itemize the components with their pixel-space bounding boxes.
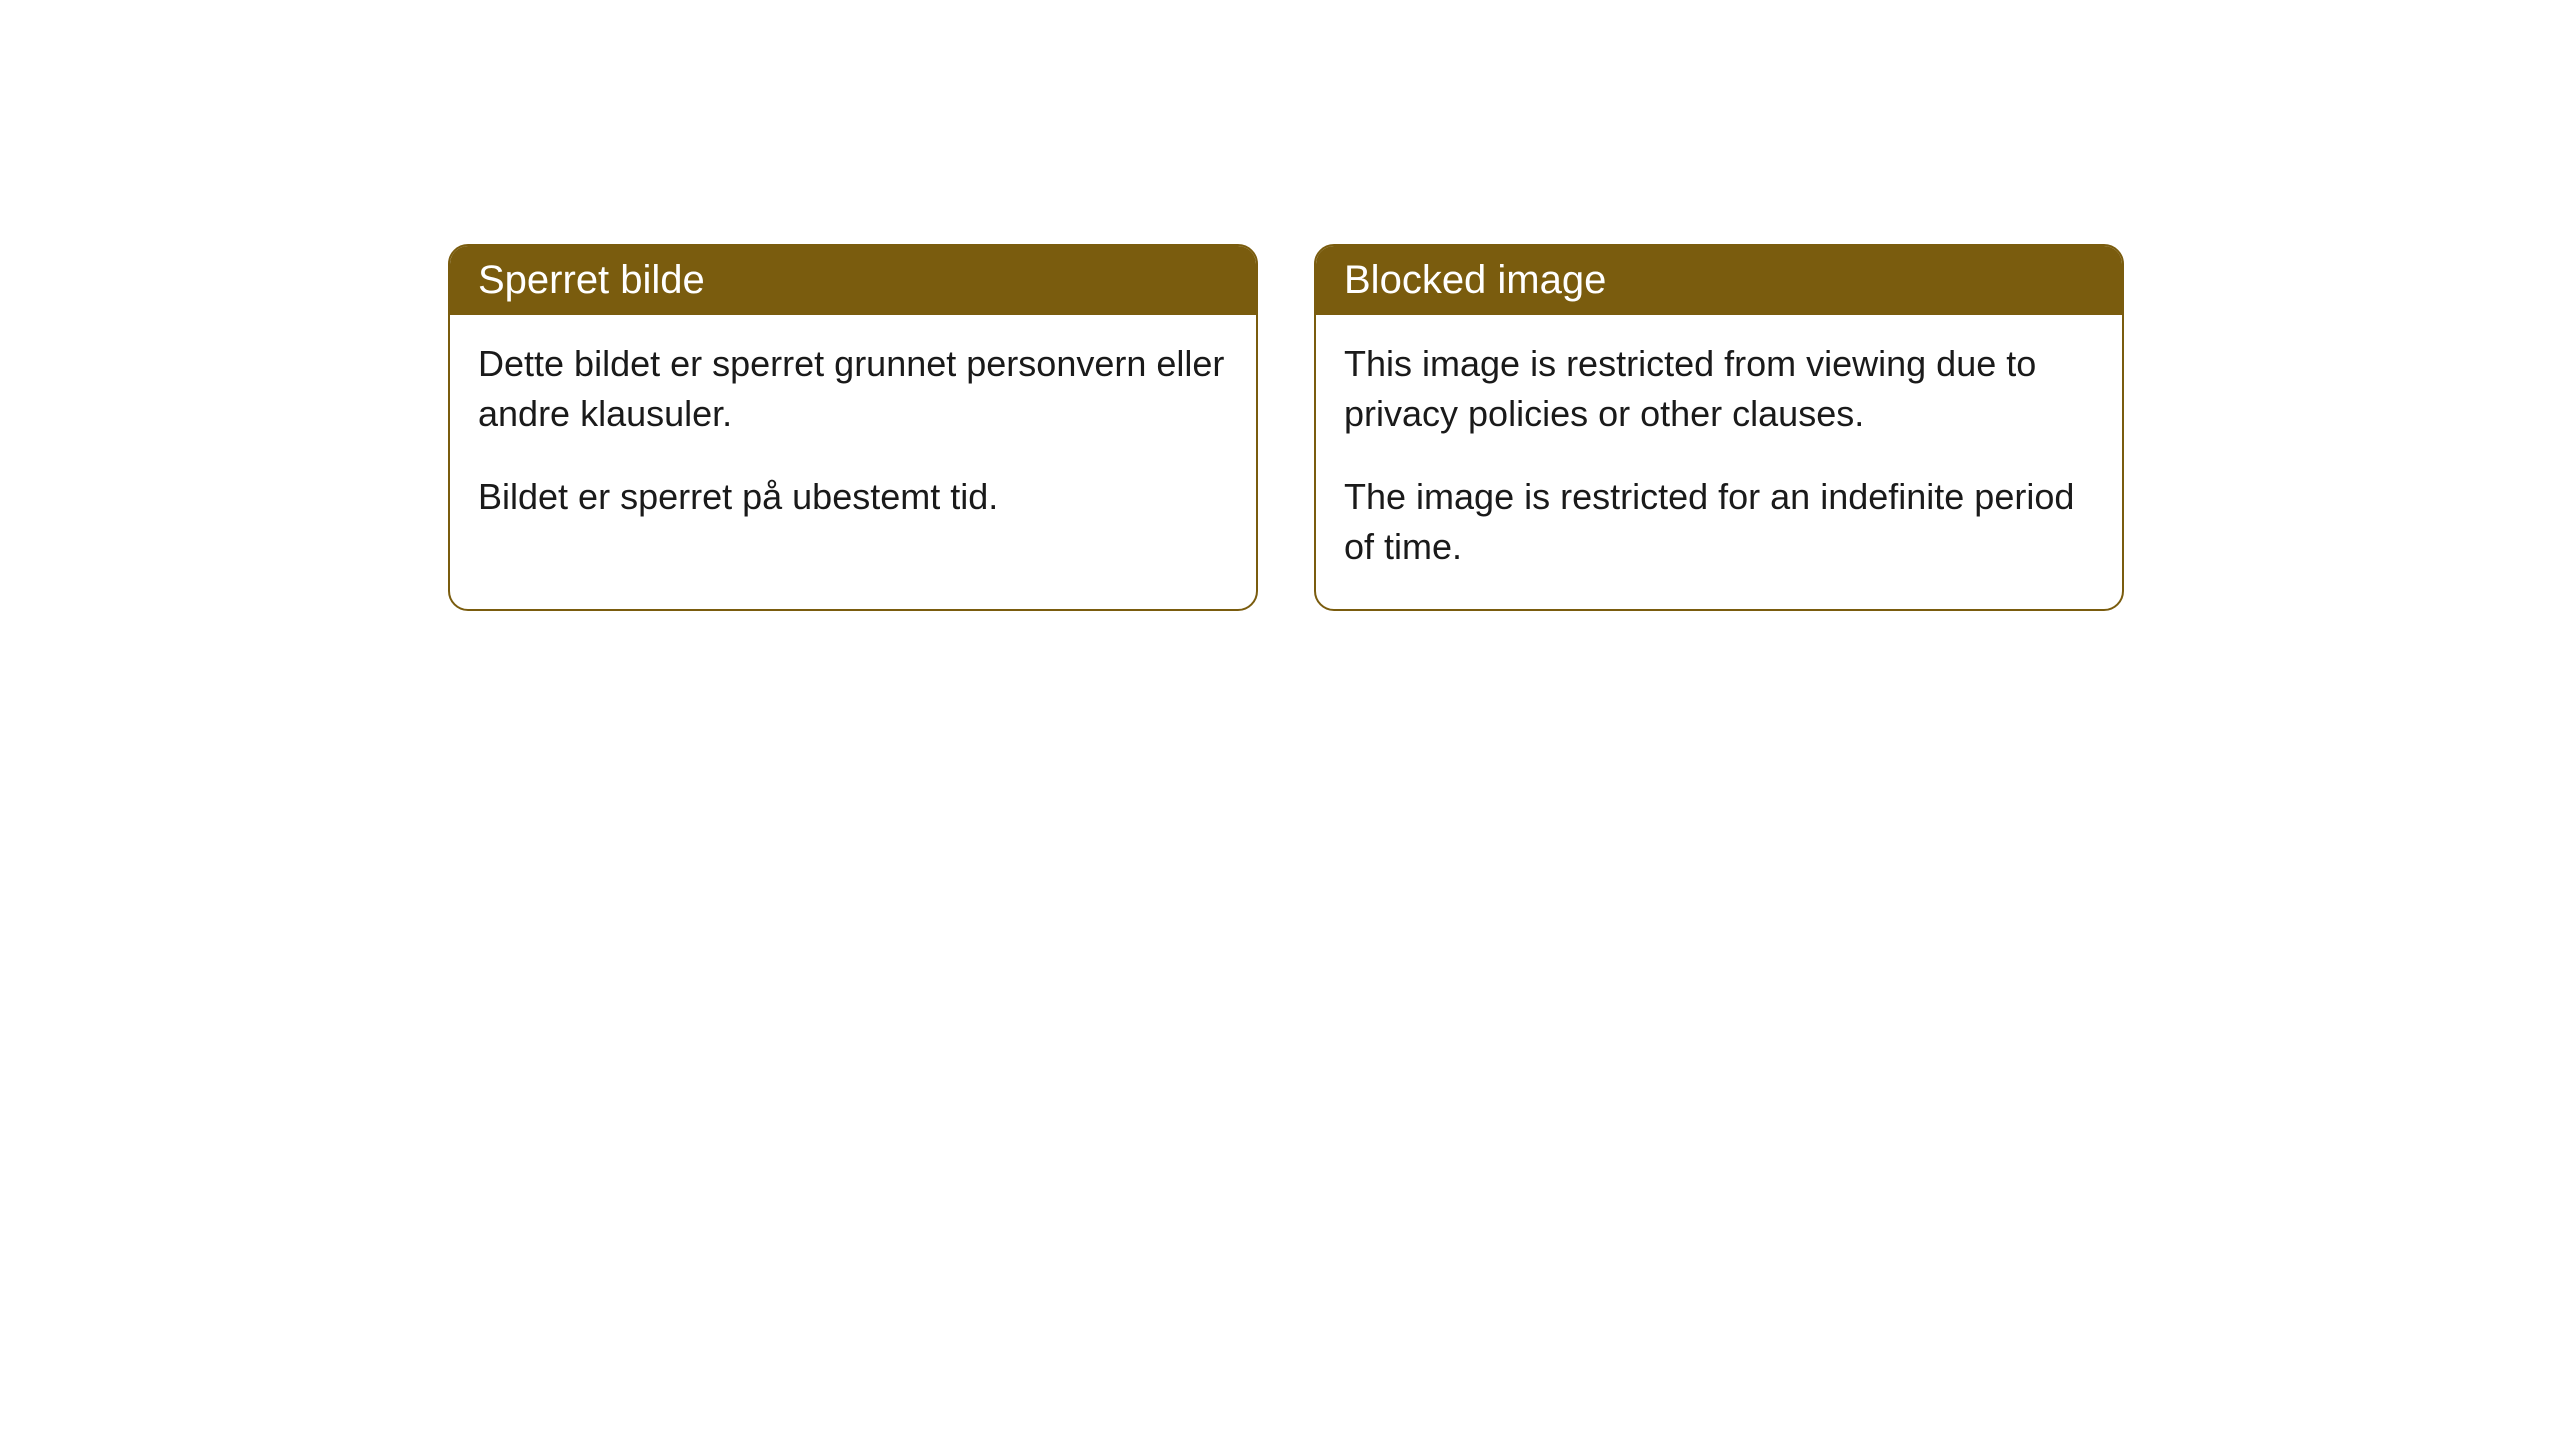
card-paragraph-2: The image is restricted for an indefinit… (1344, 472, 2094, 573)
notice-container: Sperret bilde Dette bildet er sperret gr… (0, 0, 2560, 611)
card-paragraph-1: Dette bildet er sperret grunnet personve… (478, 339, 1228, 440)
card-paragraph-1: This image is restricted from viewing du… (1344, 339, 2094, 440)
card-header: Sperret bilde (450, 246, 1256, 315)
card-header: Blocked image (1316, 246, 2122, 315)
card-body: This image is restricted from viewing du… (1316, 315, 2122, 609)
card-body: Dette bildet er sperret grunnet personve… (450, 315, 1256, 558)
card-title: Sperret bilde (478, 258, 705, 302)
card-paragraph-2: Bildet er sperret på ubestemt tid. (478, 472, 1228, 522)
card-title: Blocked image (1344, 258, 1606, 302)
blocked-image-card-english: Blocked image This image is restricted f… (1314, 244, 2124, 611)
blocked-image-card-norwegian: Sperret bilde Dette bildet er sperret gr… (448, 244, 1258, 611)
